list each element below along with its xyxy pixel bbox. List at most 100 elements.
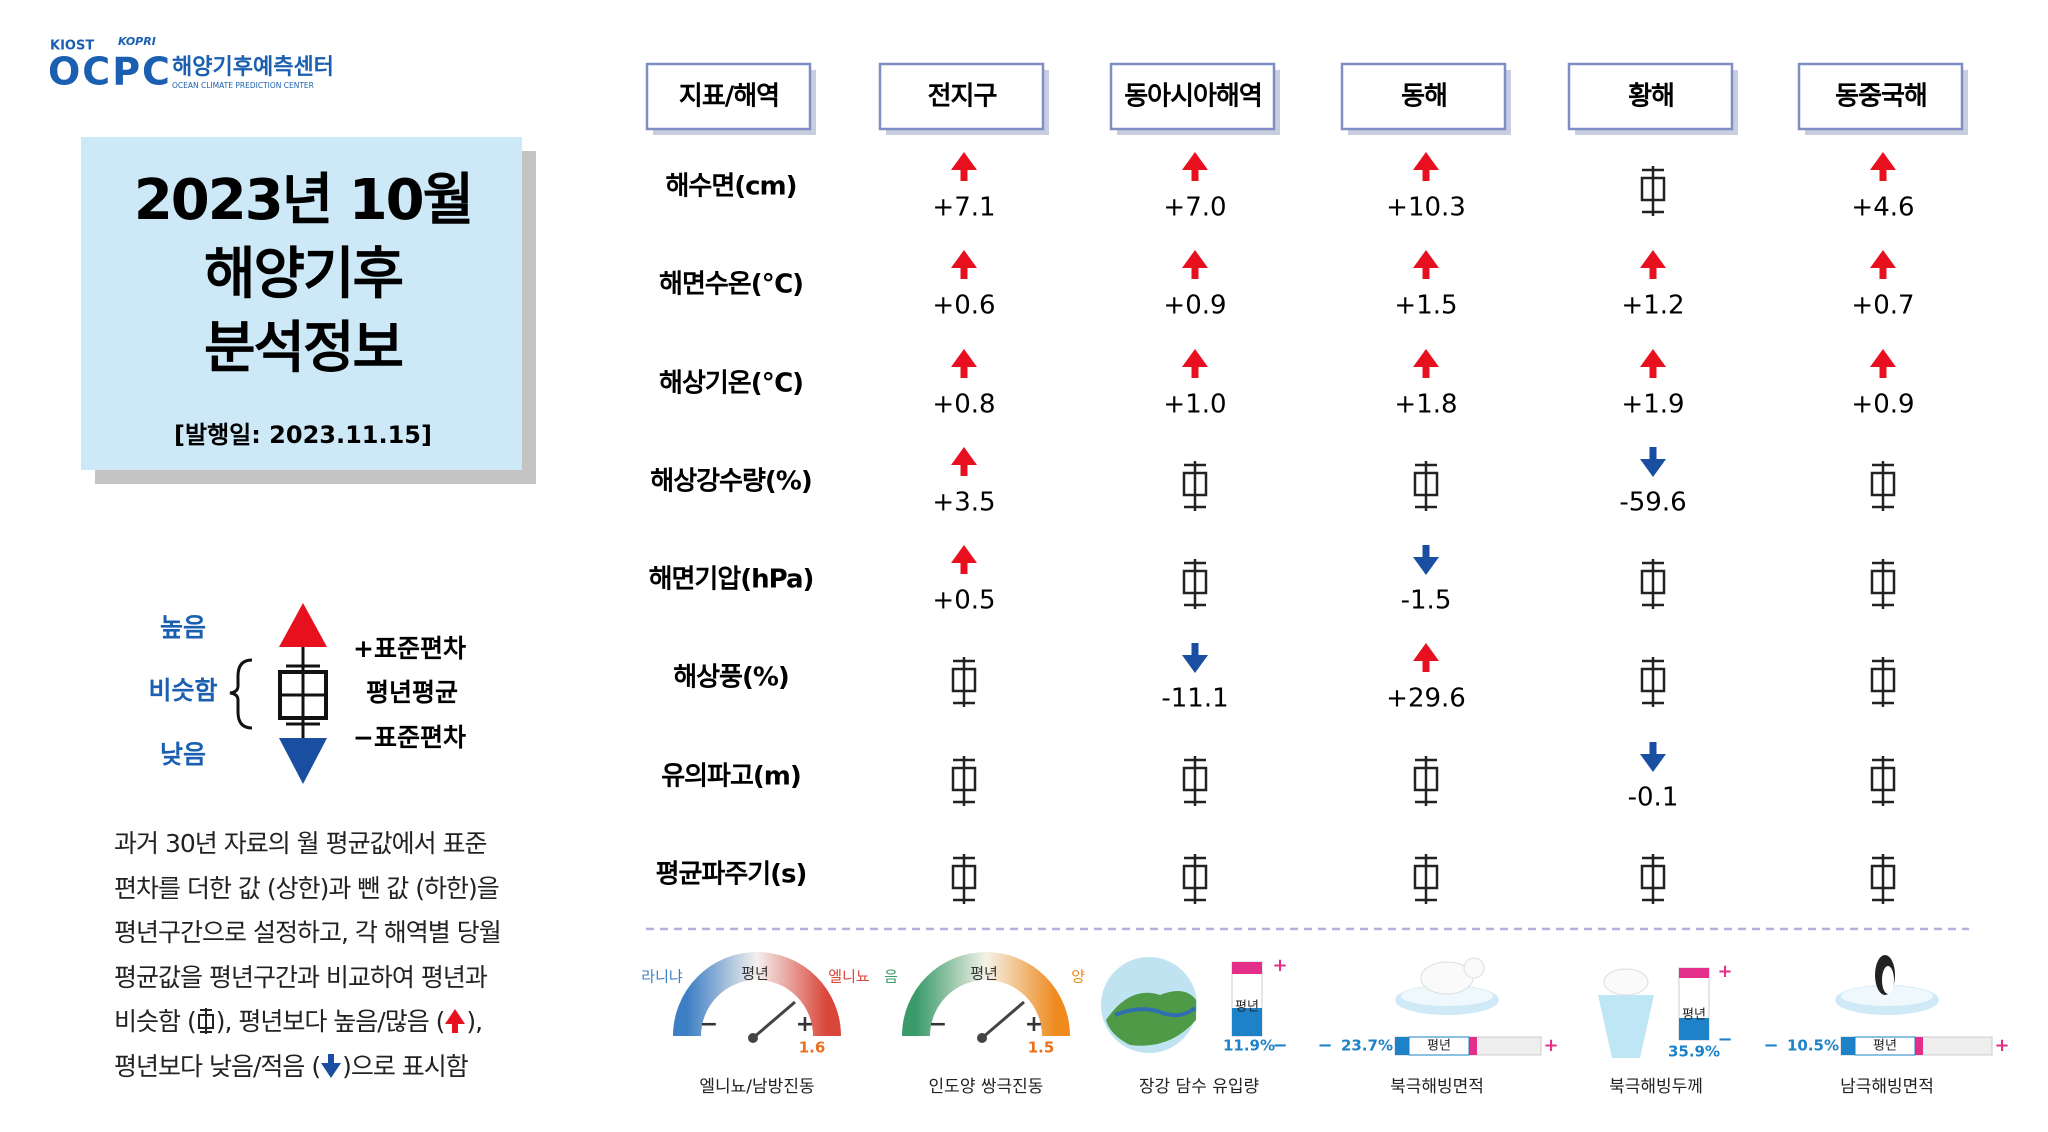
cell-value: +10.3: [1386, 193, 1466, 223]
up-arrow-stem: [1422, 366, 1430, 378]
up-arrow: [1870, 349, 1896, 367]
legend-minus: −표준편차: [353, 723, 466, 752]
down-arrow-stem: [1191, 643, 1199, 656]
normal-box: [1870, 471, 1896, 497]
description-line: 평균값을 평년구간과 비교하여 평년과: [114, 956, 501, 1001]
gauge-plus: +: [1025, 1012, 1043, 1037]
up-arrow: [1413, 349, 1439, 367]
up-arrow: [1870, 152, 1896, 170]
header-box: [645, 62, 812, 131]
header-label: 동해: [1401, 82, 1447, 112]
header-label: 황해: [1628, 82, 1674, 112]
description-line: 비슷함 (), 평년보다 높음/많음 (),: [114, 1000, 501, 1045]
description-text: )으로 표시함: [342, 1051, 469, 1081]
index-label: 장강 담수 유입량: [1139, 1077, 1260, 1097]
logo-org: KIOST: [50, 39, 94, 54]
up-arrow: [1182, 349, 1208, 367]
gauge-left: 라니냐: [641, 968, 683, 986]
bar-minus: −: [1272, 1035, 1287, 1056]
row-label: 해상기온(℃): [659, 369, 803, 399]
header-box: [1567, 62, 1734, 131]
up-arrow: [951, 545, 977, 563]
up-arrow-stem: [960, 562, 968, 574]
up-arrow: [1640, 349, 1666, 367]
up-arrow-stem: [1191, 169, 1199, 181]
gauge-needle: [752, 1000, 796, 1040]
normal-box: [1640, 569, 1666, 595]
cell-value: +0.8: [932, 390, 995, 420]
legend-low: 낮음: [160, 740, 206, 769]
header-label: 동아시아해역: [1124, 82, 1262, 112]
cell-value: -11.1: [1161, 684, 1228, 714]
bar-minus: −: [1317, 1035, 1332, 1056]
normal-box: [1640, 864, 1666, 890]
cell-value: +0.9: [1851, 390, 1914, 420]
up-arrow-stem: [1879, 169, 1887, 181]
bar-plus: +: [1543, 1035, 1558, 1056]
description-line: 평년구간으로 설정하고, 각 해역별 당월: [114, 911, 502, 956]
gauge-plus: +: [796, 1012, 814, 1037]
down-icon: [321, 1053, 342, 1078]
index-label: 북극해빙두께: [1609, 1077, 1703, 1097]
description-text: 편차를 더한 값 (상한)과 뺀 값 (하한)을: [114, 873, 500, 903]
bar-value: 10.5%: [1787, 1037, 1839, 1055]
header-box: [1109, 62, 1276, 131]
up-arrow-stem: [960, 464, 968, 476]
bar-blue: [1679, 1018, 1709, 1040]
description-line: 과거 30년 자료의 월 평균값에서 표준: [114, 822, 501, 867]
land: [1106, 991, 1196, 1046]
cell-value: +29.6: [1386, 684, 1466, 714]
gauge-mid: 평년: [970, 965, 998, 983]
up-arrow: [951, 349, 977, 367]
up-arrow-stem: [1422, 660, 1430, 672]
bar-pink: [1915, 1037, 1923, 1055]
normal-box: [1870, 864, 1896, 890]
cell-value: +1.8: [1394, 390, 1457, 420]
bar-mid: 평년: [1873, 1039, 1897, 1054]
header-box: [1340, 62, 1507, 131]
row-label: 해수면(cm): [665, 172, 796, 202]
ice-top: [1401, 986, 1493, 1006]
description-text: 과거 30년 자료의 월 평균값에서 표준: [114, 829, 488, 858]
title-line: 해양기후: [204, 242, 403, 307]
up-arrow-stem: [1422, 267, 1430, 279]
up-arrow: [1182, 152, 1208, 170]
row-label: 평균파주기(s): [656, 860, 807, 890]
cell-value: +3.5: [932, 488, 995, 518]
bar-plus: +: [1717, 961, 1732, 982]
gauge-right: 양: [1071, 968, 1085, 986]
title-date: [발행일: 2023.11.15]: [174, 421, 432, 449]
up-arrow-stem: [960, 169, 968, 181]
up-arrow: [1870, 250, 1896, 268]
gauge-minus: −: [929, 1012, 947, 1037]
normal-box: [1870, 569, 1896, 595]
cell-value: +0.9: [1163, 291, 1226, 321]
bar-mid: 평년: [1682, 1008, 1706, 1023]
cell-value: +0.6: [932, 291, 995, 321]
river: [1114, 1006, 1197, 1018]
normal-box: [1640, 176, 1666, 202]
logo-korean: 해양기후예측센터: [172, 55, 334, 80]
index-label: 북극해빙면적: [1390, 1077, 1484, 1097]
description-text: 평년구간으로 설정하고, 각 해역별 당월: [114, 918, 502, 947]
down-arrow: [1413, 557, 1439, 575]
row-label: 해면수온(℃): [659, 270, 803, 300]
bar-plus: +: [1994, 1035, 2009, 1056]
normal-box: [1870, 766, 1896, 792]
up-arrow: [1413, 152, 1439, 170]
normal-box: [1182, 864, 1208, 890]
bar-blue: [1841, 1037, 1855, 1055]
up-arrow-stem: [1879, 366, 1887, 378]
normal-box: [951, 864, 977, 890]
row-label: 해면기압(hPa): [649, 565, 814, 595]
gauge-value: 1.6: [799, 1039, 826, 1057]
description-text: 평균값을 평년구간과 비교하여 평년과: [114, 962, 488, 992]
up-arrow: [951, 447, 977, 465]
cell-value: +0.7: [1851, 291, 1914, 321]
index-label: 인도양 쌍극진동: [929, 1077, 1044, 1097]
ice-top: [1841, 986, 1933, 1006]
cell-value: -1.5: [1401, 586, 1452, 616]
bar-pink: [1679, 968, 1709, 978]
down-arrow: [1640, 459, 1666, 477]
